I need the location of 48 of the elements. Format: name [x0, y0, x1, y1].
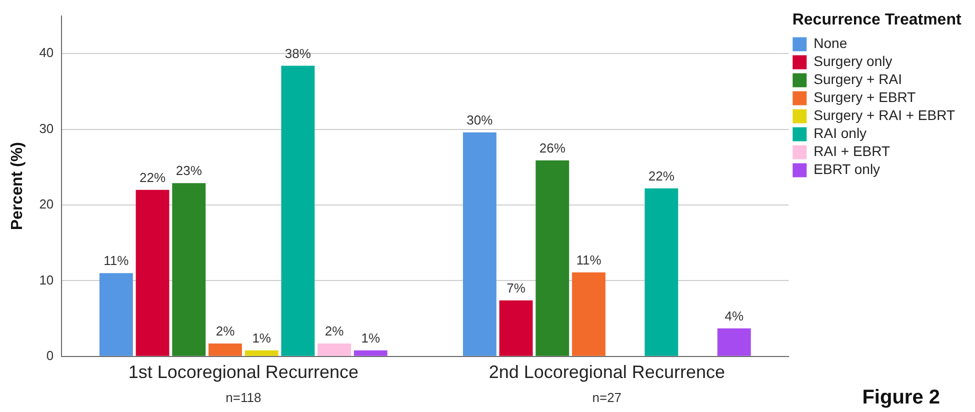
y-axis-title: Percent (%) [9, 142, 26, 230]
legend-label: RAI + EBRT [814, 143, 890, 160]
bar [99, 273, 133, 356]
data-label: 11% [576, 252, 602, 268]
bar [572, 272, 606, 356]
legend-title: Recurrence Treatment [792, 11, 962, 28]
caption: Figure 2 [862, 386, 940, 409]
text: n=27 [592, 390, 622, 406]
bar [462, 132, 496, 356]
y-tick-label: 20 [39, 196, 54, 212]
y-tick-label: 30 [39, 120, 54, 136]
data-label: 7% [506, 280, 526, 296]
data-label: 22% [648, 168, 675, 184]
bar [644, 188, 678, 356]
bar [208, 344, 242, 356]
legend-label: RAI only [814, 125, 867, 142]
bar [318, 344, 351, 356]
bar [244, 350, 278, 356]
bar [354, 350, 388, 356]
legend-label: Surgery + EBRT [814, 89, 916, 106]
y-tick-label: 10 [39, 272, 54, 288]
bar [499, 300, 533, 356]
data-label: 2% [216, 324, 236, 339]
bar [172, 183, 206, 356]
data-label: 26% [539, 140, 566, 156]
legend-label: None [814, 35, 848, 52]
x-tick-label: 2nd Locoregional Recurrence [488, 362, 725, 382]
legend-label: Surgery only [814, 53, 892, 70]
bar [136, 190, 170, 356]
text: n=118 [226, 390, 262, 406]
bar [717, 328, 751, 356]
data-label: 2% [324, 324, 344, 339]
data-label: 11% [104, 253, 130, 268]
data-label: 1% [361, 330, 380, 346]
x-tick-label: 1st Locoregional Recurrence [128, 362, 358, 382]
data-label: 38% [284, 46, 312, 61]
y-tick-label: 0 [46, 348, 54, 363]
data-label: 22% [140, 170, 166, 185]
data-label: 30% [466, 112, 494, 128]
legend-label: Surgery + RAI [814, 71, 902, 88]
data-label: 23% [176, 163, 202, 178]
legend-label: Surgery + RAI + EBRT [814, 107, 956, 124]
legend-label: EBRT only [814, 161, 880, 178]
data-label: 1% [252, 330, 272, 346]
bar [281, 66, 315, 356]
y-tick-label: 40 [39, 45, 54, 60]
bar [536, 160, 570, 356]
data-label: 4% [724, 308, 744, 324]
